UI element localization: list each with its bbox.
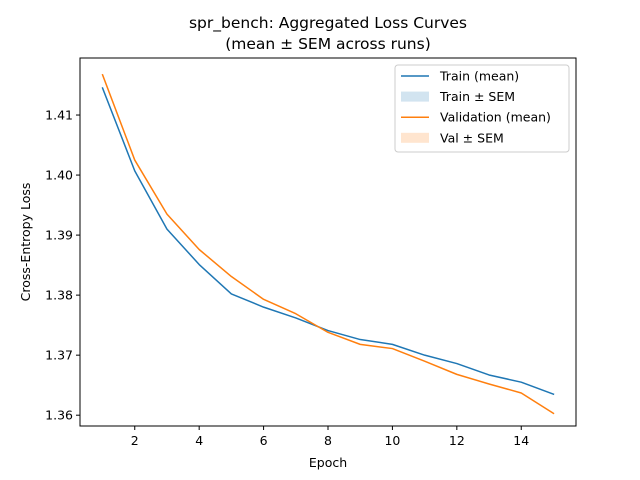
y-tick-label: 1.36 <box>45 408 73 423</box>
validation-mean-line <box>101 73 555 415</box>
y-tick-label: 1.40 <box>45 168 73 183</box>
series-layer <box>101 73 555 415</box>
legend: Train (mean) Train ± SEM Validation (mean)… <box>394 64 570 153</box>
x-tick-label: 14 <box>513 433 529 448</box>
y-tick-label: 1.41 <box>45 108 73 123</box>
x-tick-label: 12 <box>449 433 465 448</box>
chart-subtitle: (mean ± SEM across runs) <box>225 35 431 53</box>
x-axis-label: Epoch <box>309 455 347 470</box>
x-tick-label: 2 <box>131 433 139 448</box>
x-tick-label: 10 <box>384 433 400 448</box>
y-tick-label: 1.39 <box>45 228 73 243</box>
y-axis-ticks: 1.36 1.37 1.38 1.39 1.40 1.41 <box>45 108 80 423</box>
legend-label: Train ± SEM <box>439 89 515 104</box>
y-axis-label: Cross-Entropy Loss <box>18 183 33 302</box>
legend-band-swatch <box>401 132 429 143</box>
train-mean-line <box>101 87 555 396</box>
x-axis-ticks: 2 4 6 8 10 12 14 <box>131 426 529 448</box>
legend-label: Validation (mean) <box>440 110 551 125</box>
x-tick-label: 6 <box>260 433 268 448</box>
legend-frame <box>394 64 570 153</box>
x-tick-label: 4 <box>195 433 203 448</box>
legend-label: Train (mean) <box>439 69 519 84</box>
legend-band-swatch <box>401 91 429 102</box>
y-tick-label: 1.37 <box>45 348 73 363</box>
x-tick-label: 8 <box>324 433 332 448</box>
chart-title: spr_bench: Aggregated Loss Curves <box>189 14 467 33</box>
legend-label: Val ± SEM <box>440 130 504 145</box>
plot-frame <box>79 57 577 427</box>
y-tick-label: 1.38 <box>45 288 73 303</box>
